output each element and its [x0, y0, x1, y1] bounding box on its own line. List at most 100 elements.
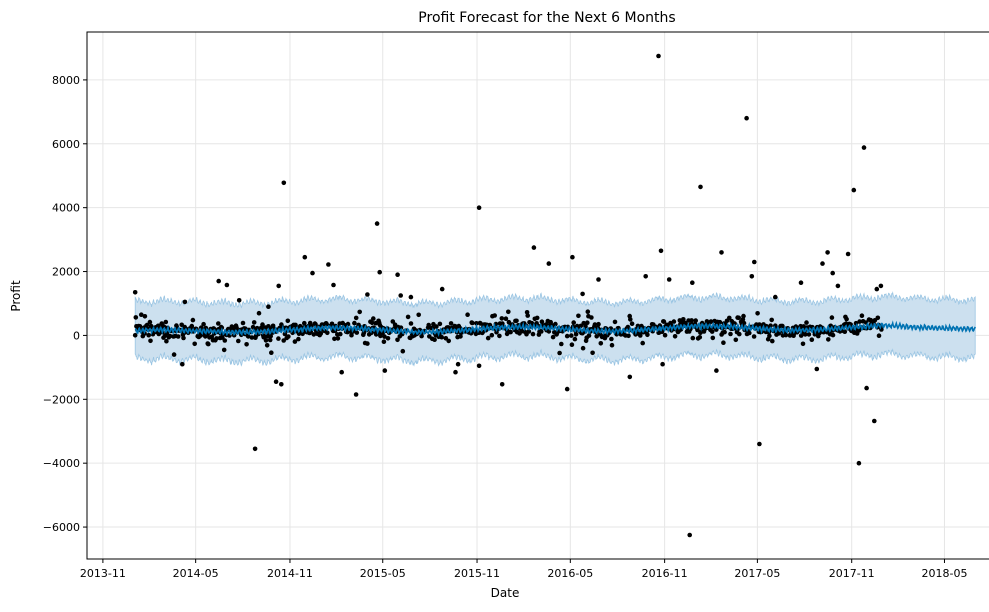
- data-point: [569, 333, 574, 338]
- data-point: [357, 309, 363, 315]
- x-axis: 2013-11 2014-05 2014-11 2015-05 2015-11 2016-…: [80, 559, 967, 580]
- data-point: [656, 53, 661, 59]
- data-point: [590, 350, 595, 356]
- data-point: [349, 332, 354, 338]
- uncertainty-band: [134, 291, 976, 367]
- data-point: [190, 317, 196, 323]
- data-point: [249, 335, 255, 340]
- data-point: [416, 312, 422, 318]
- data-point: [698, 184, 703, 190]
- data-point: [338, 331, 343, 337]
- data-point: [660, 361, 665, 367]
- data-point: [365, 292, 370, 297]
- x-tick-label: 2016-05: [547, 567, 593, 580]
- data-point: [596, 321, 601, 327]
- data-point: [844, 316, 849, 322]
- data-point: [531, 245, 537, 250]
- data-point: [629, 321, 635, 327]
- data-point: [470, 320, 475, 326]
- data-point: [773, 294, 778, 300]
- data-point: [432, 337, 437, 343]
- data-point: [263, 338, 269, 343]
- data-point: [419, 333, 424, 339]
- data-point: [453, 369, 458, 375]
- data-point: [302, 320, 307, 326]
- data-point: [216, 278, 221, 284]
- data-point: [146, 332, 151, 338]
- data-point: [626, 333, 631, 339]
- data-point: [728, 331, 733, 337]
- data-point: [539, 319, 545, 325]
- data-point: [697, 335, 703, 340]
- data-point: [645, 332, 650, 338]
- data-point: [147, 319, 153, 325]
- data-point: [408, 294, 414, 300]
- data-point: [244, 342, 249, 347]
- data-point: [747, 330, 752, 336]
- data-point: [640, 340, 645, 346]
- data-point: [872, 418, 877, 424]
- data-point: [266, 324, 271, 329]
- x-tick-label: 2018-05: [921, 567, 967, 580]
- interval-area: [134, 291, 976, 367]
- data-point: [609, 336, 614, 342]
- data-point: [769, 317, 774, 323]
- data-point: [598, 341, 604, 346]
- data-point: [806, 332, 812, 337]
- data-point: [400, 348, 406, 354]
- data-point: [171, 352, 177, 357]
- data-point: [661, 319, 667, 324]
- data-point: [842, 329, 848, 335]
- data-point: [345, 321, 351, 327]
- data-point: [144, 322, 150, 328]
- data-point: [727, 315, 732, 321]
- data-point: [672, 334, 678, 339]
- data-point: [476, 363, 482, 369]
- data-point: [690, 280, 695, 286]
- data-point: [439, 286, 445, 292]
- data-point: [508, 329, 513, 335]
- data-point: [276, 283, 282, 289]
- data-point: [296, 336, 301, 342]
- data-point: [800, 341, 806, 347]
- data-point: [437, 321, 443, 327]
- data-point: [733, 337, 739, 343]
- data-point: [395, 272, 400, 278]
- data-point: [662, 332, 668, 338]
- data-point: [638, 333, 643, 338]
- data-point: [857, 319, 862, 324]
- data-point: [281, 180, 287, 186]
- data-point: [252, 446, 258, 452]
- data-point: [353, 392, 359, 397]
- data-point: [589, 315, 594, 320]
- data-point: [752, 259, 757, 265]
- data-point: [526, 329, 532, 334]
- data-point: [768, 323, 773, 329]
- data-point: [830, 270, 835, 276]
- data-point: [494, 329, 499, 335]
- data-point: [875, 315, 881, 321]
- data-point: [216, 321, 221, 326]
- data-point: [878, 283, 884, 289]
- x-tick-label: 2014-11: [267, 567, 313, 580]
- data-point: [236, 338, 241, 344]
- data-point: [580, 345, 586, 351]
- data-point: [458, 334, 463, 339]
- data-point: [530, 331, 536, 337]
- data-point: [550, 334, 556, 340]
- data-point: [585, 320, 590, 326]
- data-point: [260, 322, 265, 327]
- data-point: [331, 282, 336, 288]
- data-point: [812, 332, 818, 337]
- data-point: [254, 325, 260, 331]
- data-point: [804, 320, 809, 325]
- data-point: [572, 336, 578, 342]
- data-point: [689, 318, 694, 323]
- data-point: [267, 337, 273, 343]
- data-point: [132, 333, 138, 338]
- data-point: [564, 333, 570, 339]
- data-point: [710, 335, 716, 341]
- data-point: [783, 332, 789, 338]
- data-point: [767, 333, 772, 339]
